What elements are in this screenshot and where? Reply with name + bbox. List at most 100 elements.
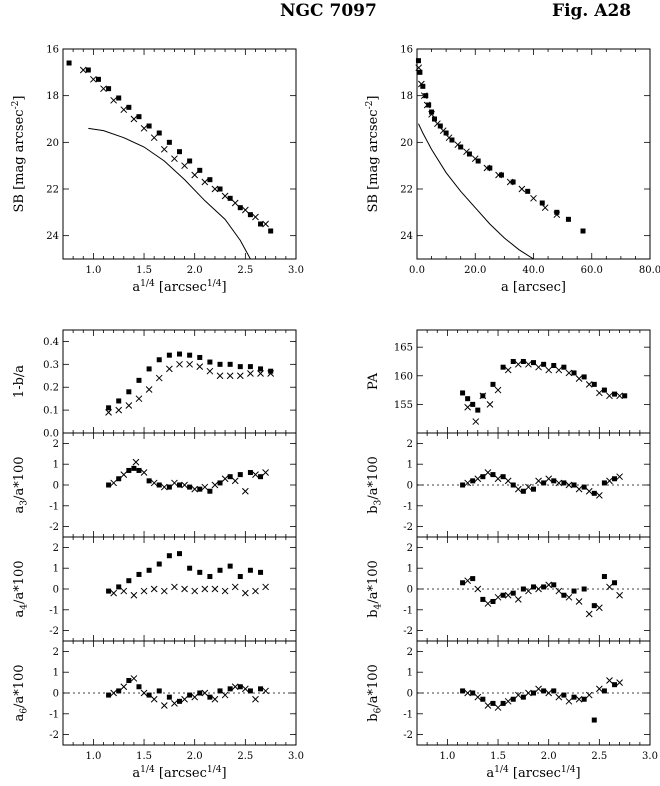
data-point-cross — [201, 585, 209, 593]
data-point-cross — [483, 164, 491, 172]
data-point-square — [601, 480, 607, 486]
x-tick-label: 20.0 — [464, 265, 486, 276]
data-point-square — [227, 474, 233, 480]
data-point-square — [126, 467, 132, 473]
data-point-square — [217, 688, 223, 694]
data-point-cross — [171, 155, 178, 163]
data-point-cross — [514, 485, 522, 493]
data-point-cross — [474, 585, 482, 593]
data-point-square — [116, 398, 122, 404]
data-point-square — [95, 76, 101, 82]
data-point-cross — [176, 360, 183, 368]
x-tick-label: 2.5 — [591, 751, 607, 762]
data-point-cross — [252, 471, 259, 478]
x-tick-label: 1.0 — [85, 265, 101, 276]
panel-b3: -2 -1 0 1 2 b3/a*100 — [366, 432, 651, 538]
data-point-cross — [506, 178, 514, 186]
data-point-cross — [221, 475, 229, 483]
data-point-cross — [191, 587, 199, 595]
data-point-square — [480, 696, 486, 702]
data-point-square — [227, 195, 233, 201]
data-point-square — [417, 69, 423, 75]
panel-b4: -2 -1 0 1 2 b4/a*100 — [366, 536, 651, 642]
data-point-square — [166, 484, 172, 490]
y-tick-label: -1 — [403, 501, 413, 512]
data-point-cross — [241, 487, 249, 495]
data-point-square — [237, 205, 243, 211]
y-tick-label: 2 — [407, 439, 413, 450]
data-point-cross — [130, 675, 138, 682]
data-point-cross — [585, 610, 593, 618]
y-tick-label: -2 — [403, 626, 413, 637]
y-axis-label: b3/a*100 — [366, 456, 383, 514]
data-point-cross — [120, 587, 128, 595]
data-point-cross — [231, 477, 239, 485]
data-point-cross — [616, 473, 623, 481]
x-tick-label: 60.0 — [581, 265, 603, 276]
data-point-square — [551, 582, 557, 588]
data-point-cross — [120, 106, 128, 114]
data-point-cross — [166, 365, 173, 373]
data-point-square — [520, 586, 526, 592]
data-point-cross — [479, 392, 487, 400]
data-point-square — [541, 361, 547, 367]
data-point-cross — [191, 693, 199, 701]
data-point-cross — [150, 695, 158, 703]
data-point-cross — [226, 372, 234, 380]
data-point-square — [156, 482, 162, 488]
data-point-square — [571, 694, 577, 700]
panels-group: 1.0 1.5 2.0 2.5 3.0a1/4 [arcsec1/4]161820222… — [11, 45, 660, 782]
data-point-cross — [231, 683, 239, 691]
y-tick-label: -1 — [403, 605, 413, 616]
data-point-square — [116, 476, 122, 482]
data-point-cross — [252, 213, 259, 221]
data-point-square — [227, 563, 233, 569]
data-point-square — [177, 482, 182, 488]
panel-ellipticity: 0.0 0.1 0.2 0.3 0.4 1-b/a — [12, 329, 297, 440]
data-point-square — [136, 467, 142, 473]
data-point-cross — [514, 360, 522, 368]
data-point-square — [66, 60, 72, 66]
data-point-cross — [262, 220, 269, 228]
panel-a4: -2 -1 0 1 2 a4/a*100 — [12, 536, 297, 642]
data-point-square — [420, 83, 426, 89]
y-tick-label: 24 — [46, 231, 59, 242]
data-point-square — [237, 684, 243, 690]
plot-frame — [416, 329, 651, 434]
data-point-square — [106, 482, 112, 488]
y-tick-label: 1 — [53, 564, 59, 575]
data-point-square — [197, 354, 203, 360]
data-point-cross — [575, 695, 583, 703]
data-point-cross — [553, 211, 561, 219]
data-point-cross — [445, 134, 453, 142]
data-point-cross — [474, 475, 482, 483]
data-point-cross — [132, 458, 140, 466]
data-point-square — [612, 476, 618, 482]
data-point-cross — [150, 479, 158, 487]
data-point-cross — [181, 162, 188, 170]
x-tick-label: 2.0 — [187, 751, 203, 762]
data-point-cross — [201, 178, 209, 186]
data-point-cross — [211, 481, 219, 489]
data-point-square — [490, 700, 496, 706]
data-point-square — [612, 682, 618, 688]
data-point-square — [460, 482, 466, 488]
data-point-cross — [140, 124, 148, 132]
data-point-cross — [463, 148, 470, 156]
data-point-cross — [262, 583, 269, 591]
data-point-square — [187, 158, 193, 164]
data-point-square — [187, 484, 193, 490]
y-tick-label: 1 — [53, 460, 59, 471]
y-tick-label: 165 — [394, 343, 413, 354]
data-point-square — [470, 401, 476, 407]
x-axis-label: a [arcsec] — [501, 280, 566, 295]
data-point-square — [480, 474, 486, 480]
data-point-cross — [484, 469, 492, 476]
data-point-cross — [606, 583, 613, 591]
data-point-cross — [525, 689, 532, 697]
x-tick-label: 3.0 — [642, 751, 658, 762]
data-point-cross — [418, 80, 425, 88]
data-point-square — [268, 228, 274, 234]
data-point-cross — [150, 585, 158, 593]
data-point-square — [480, 596, 486, 602]
